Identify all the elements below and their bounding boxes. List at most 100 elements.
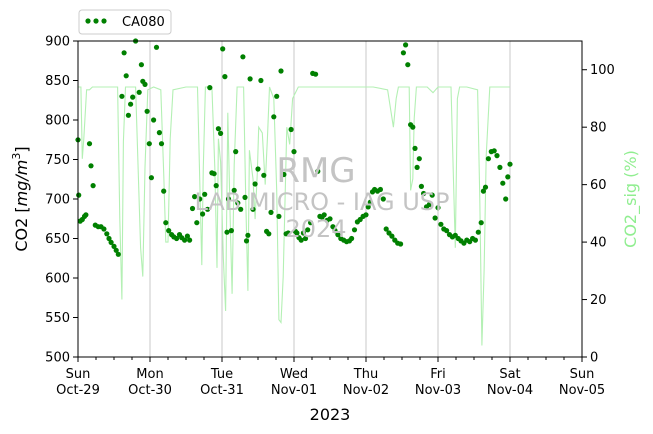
y-tick-label: 550	[45, 311, 70, 326]
legend: CA080	[78, 9, 172, 35]
ca080-point	[86, 141, 93, 147]
ca080-point	[281, 171, 287, 178]
x-tick-label-date: Oct-29	[56, 383, 100, 398]
y2-tick-label: 20	[590, 293, 607, 308]
ca080-point	[115, 251, 121, 257]
x-tick-label-date: Nov-05	[559, 383, 605, 398]
y2-tick-label: 0	[590, 351, 598, 366]
x-tick-label-day: Wed	[280, 367, 308, 382]
ca080-point	[255, 166, 261, 172]
y-tick-label: 850	[45, 74, 70, 89]
x-tick-label-day: Sat	[499, 367, 520, 382]
legend-box	[78, 9, 172, 35]
ca080-point	[250, 206, 256, 212]
ca080-point	[288, 126, 294, 133]
ca080-point	[243, 238, 250, 244]
ca080-point	[365, 204, 371, 210]
y2-tick-label: 60	[590, 178, 607, 193]
y2-tick-label: 80	[590, 121, 607, 136]
ca080-point	[197, 196, 203, 202]
y-tick-label: 500	[45, 351, 70, 366]
ca080-point	[83, 212, 89, 218]
left-axis: 500 550 600 650 700 750 800 850 900	[45, 35, 78, 366]
grid-lines	[149, 41, 511, 357]
ca080-point	[76, 192, 82, 198]
ca080-point	[276, 213, 282, 219]
watermark: RMG LAB MICRO - IAG USP 2024	[194, 151, 449, 243]
y-tick-label: 700	[45, 193, 70, 208]
ca080-point	[88, 163, 94, 169]
ca080-point	[222, 74, 228, 80]
ca080-point	[233, 149, 239, 155]
ca080-point	[213, 183, 219, 189]
ca080-point	[444, 228, 450, 234]
ca080-point	[161, 188, 167, 194]
ca080-point	[410, 124, 416, 130]
legend-label: CA080	[122, 15, 165, 30]
ca080-point	[189, 205, 196, 212]
ca080-point	[335, 232, 341, 238]
y-axis-title: CO2 [mg/m3]	[10, 146, 31, 251]
ca080-point	[125, 112, 131, 118]
ca080-point	[220, 46, 226, 52]
x-tick-label-date: Nov-03	[415, 383, 461, 398]
watermark-line3: 2024	[285, 215, 346, 243]
legend-marker	[85, 18, 91, 24]
watermark-line1: RMG	[276, 151, 355, 191]
ca080-point	[261, 172, 267, 178]
ca080-point	[321, 212, 327, 218]
ca080-point	[130, 94, 136, 100]
ca080-point	[252, 181, 258, 187]
ca080-point	[389, 233, 395, 239]
ca080-point	[482, 184, 489, 190]
ca080-point	[405, 62, 411, 68]
ca080-point	[146, 141, 152, 147]
x-tick-label-date: Oct-30	[128, 383, 172, 398]
x-tick-label-day: Sun	[66, 367, 91, 382]
ca080-point	[302, 235, 309, 242]
co2-sig-series	[78, 86, 510, 346]
ca080-point	[123, 73, 129, 79]
ca080-point	[294, 230, 300, 236]
ca080-point	[330, 224, 336, 230]
ca080-point	[480, 188, 486, 194]
ca080-point	[274, 93, 280, 99]
ca080-point	[383, 226, 389, 232]
ca080-point	[438, 221, 444, 227]
ca080-point	[507, 161, 513, 167]
ca080-point	[472, 237, 478, 243]
y-tick-label: 650	[45, 232, 70, 247]
ca080-point	[211, 171, 217, 177]
y2-tick-label: 100	[590, 63, 615, 78]
ca080-point	[497, 164, 503, 170]
ca080-point	[398, 241, 404, 247]
ca080-point	[435, 205, 441, 211]
x-axis-title: 2023	[310, 405, 351, 424]
ca080-point	[215, 126, 221, 132]
ca080-point	[138, 62, 144, 68]
ca080-point	[202, 191, 208, 197]
ca080-point	[245, 232, 251, 238]
ca080-point	[231, 187, 237, 193]
y-tick-label: 600	[45, 272, 70, 287]
ca080-point	[104, 231, 110, 237]
right-axis: 0 20 40 60 80 100	[582, 63, 615, 366]
ca080-point	[108, 239, 114, 245]
ca080-point	[400, 50, 406, 56]
ca080-point	[271, 114, 277, 120]
x-tick-label-date: Nov-02	[343, 383, 389, 398]
ca080-point	[421, 190, 427, 197]
ca080-point	[414, 164, 420, 170]
ca080-point	[268, 209, 274, 215]
ca080-point	[494, 153, 500, 159]
ca080-point	[332, 228, 338, 234]
ca080-point	[142, 81, 148, 87]
x-tick-label-day: Thu	[353, 367, 378, 382]
ca080-point	[266, 231, 272, 237]
ca080-point	[503, 196, 509, 202]
ca080-point	[485, 156, 491, 162]
ca080-point	[242, 194, 248, 200]
legend-marker	[93, 18, 99, 24]
co2-sig-line	[78, 86, 510, 346]
